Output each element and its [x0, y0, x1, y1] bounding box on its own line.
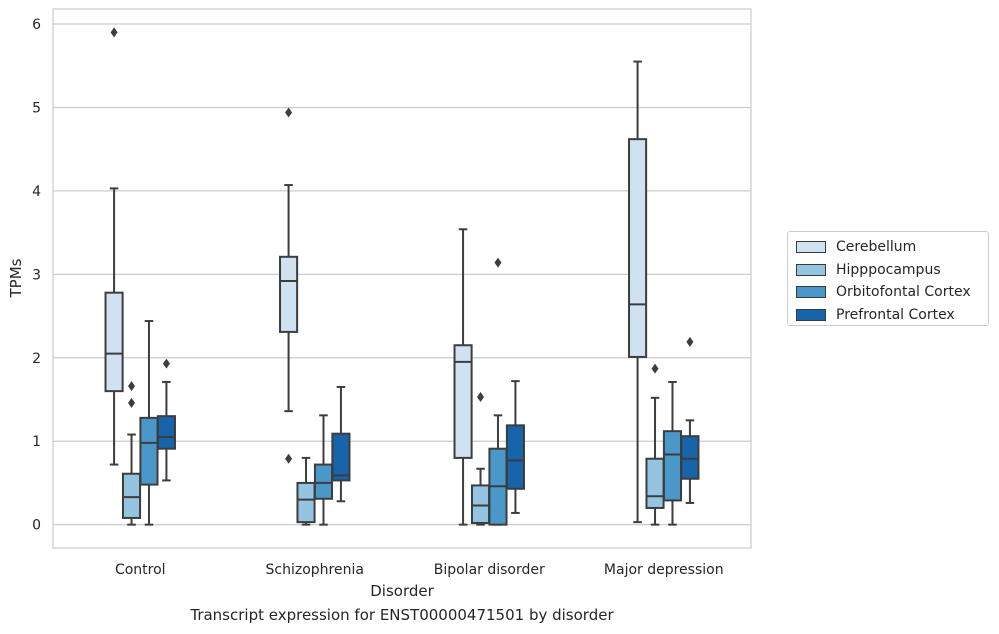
- iqr-box: [296, 481, 316, 524]
- y-tick-labels: 0 1 2 3 4 5 6: [32, 17, 41, 534]
- y-tick-label: 0: [32, 518, 41, 534]
- x-tick-label: Schizophrenia: [266, 562, 364, 578]
- outlier-point: [128, 381, 136, 392]
- outlier-point: [651, 363, 659, 374]
- legend-swatch: [796, 308, 826, 321]
- outlier-point: [477, 391, 485, 402]
- iqr-box: [680, 435, 700, 480]
- outlier-point: [686, 336, 694, 347]
- boxplots: [104, 27, 700, 526]
- legend-label: Prefrontal Cortex: [836, 306, 955, 323]
- plot-area-frame: [52, 8, 752, 549]
- box-orbitofontal-cortex: [313, 414, 334, 526]
- iqr-box: [645, 457, 665, 509]
- box-prefrontal-cortex: [680, 336, 700, 504]
- box-orbitofontal-cortex: [662, 380, 683, 526]
- outlier-point: [110, 27, 118, 38]
- iqr-box: [662, 430, 683, 502]
- y-tick-label: 1: [32, 434, 41, 450]
- box-orbitofontal-cortex: [139, 320, 159, 526]
- y-tick-label: 2: [32, 351, 41, 367]
- x-axis-label: Disorder: [370, 582, 434, 600]
- y-axis-label: TPMs: [7, 258, 25, 298]
- x-tick-labels: Control Schizophrenia Bipolar disorder Majo…: [115, 562, 724, 578]
- y-tick-label: 6: [32, 17, 41, 33]
- y-tick-label: 5: [32, 100, 41, 116]
- iqr-box: [453, 344, 473, 459]
- box-cerebellum: [453, 228, 473, 526]
- legend-item: Hipppocampus: [796, 259, 980, 282]
- iqr-box: [313, 463, 334, 500]
- box-cerebellum: [104, 27, 124, 466]
- outlier-point: [285, 107, 293, 118]
- iqr-box: [139, 416, 159, 486]
- box-hipppocampus: [296, 456, 316, 526]
- legend-label: Cerebellum: [836, 239, 917, 256]
- legend-label: Hipppocampus: [836, 261, 941, 278]
- outlier-point: [128, 397, 136, 408]
- iqr-box: [121, 472, 142, 519]
- legend-swatch: [796, 263, 826, 276]
- iqr-box: [505, 424, 525, 490]
- outlier-point: [162, 358, 170, 369]
- x-tick-label: Control: [115, 562, 166, 578]
- iqr-box: [104, 291, 124, 393]
- x-tick-label: Major depression: [604, 562, 724, 578]
- box-hipppocampus: [470, 391, 491, 526]
- box-hipppocampus: [121, 381, 142, 526]
- legend-item: Cerebellum: [796, 236, 980, 259]
- box-orbitofontal-cortex: [488, 257, 508, 526]
- legend-label: Orbitofontal Cortex: [836, 284, 971, 301]
- iqr-box: [156, 415, 176, 450]
- outlier-point: [494, 257, 502, 268]
- box-prefrontal-cortex: [505, 380, 525, 514]
- y-tick-label: 4: [32, 184, 41, 200]
- iqr-box: [628, 138, 648, 358]
- outlier-point: [285, 453, 293, 464]
- box-cerebellum: [279, 107, 299, 464]
- x-tick-label: Bipolar disorder: [434, 562, 545, 578]
- box-prefrontal-cortex: [331, 385, 351, 503]
- legend-item: Prefrontal Cortex: [796, 304, 980, 327]
- legend-swatch: [796, 286, 826, 299]
- box-cerebellum: [628, 60, 648, 524]
- y-tick-label: 3: [32, 267, 41, 283]
- iqr-box: [470, 484, 491, 524]
- box-prefrontal-cortex: [156, 358, 176, 482]
- legend-swatch: [796, 241, 826, 254]
- iqr-box: [331, 432, 351, 482]
- legend: Cerebellum Hipppocampus Orbitofontal Corte…: [787, 231, 989, 326]
- box-hipppocampus: [645, 363, 665, 526]
- iqr-box: [279, 255, 299, 333]
- figure-caption: Transcript expression for ENST0000047150…: [190, 606, 614, 624]
- legend-item: Orbitofontal Cortex: [796, 281, 980, 304]
